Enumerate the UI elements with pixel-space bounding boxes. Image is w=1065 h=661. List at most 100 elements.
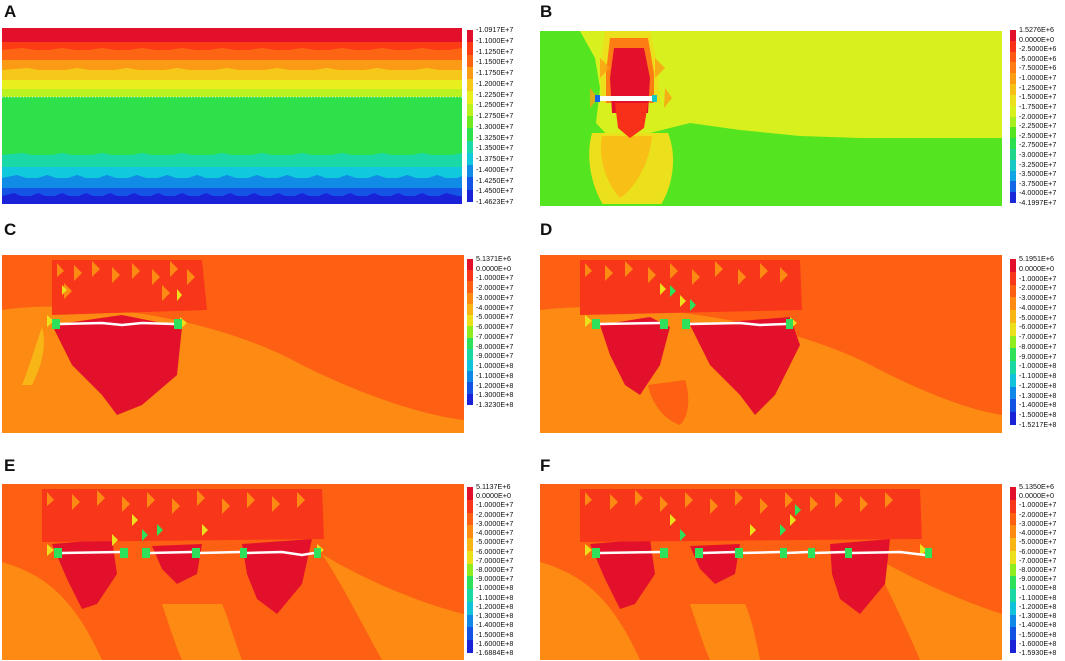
- legend-label: -1.0917E+7: [476, 25, 514, 34]
- stress-contour-map: [540, 484, 1002, 660]
- legend-label: -1.1000E+7: [476, 35, 514, 45]
- legend-label: -1.3750E+7: [476, 154, 514, 163]
- legend-label: -2.0000E+7: [1019, 509, 1057, 519]
- contour-plot: [540, 484, 1002, 660]
- legend-label: -1.4000E+8: [1019, 620, 1057, 630]
- legend-swatch: [467, 259, 473, 271]
- stress-contour-map: [2, 28, 462, 204]
- panel-f: F: [536, 440, 1065, 661]
- legend-swatch: [1010, 322, 1016, 336]
- legend-label: -4.0000E+7: [1019, 302, 1057, 312]
- legend-swatch: [1010, 138, 1016, 149]
- legend-swatch: [1010, 310, 1016, 323]
- legend-swatch: [467, 128, 473, 141]
- legend-swatch: [467, 54, 473, 67]
- legend-label: -7.5000E+6: [1019, 63, 1057, 73]
- color-legend: 5.1371E+6 0.0000E+0 -1.0000E+7 -2.0000E+7 -3…: [467, 254, 529, 409]
- legend-label: 5.1137E+6: [476, 482, 511, 491]
- legend-label: -1.0000E+7: [1019, 500, 1057, 510]
- legend-swatch: [1010, 576, 1016, 590]
- legend-label: -2.5000E+7: [1019, 130, 1057, 140]
- legend-label: -9.0000E+7: [1019, 351, 1057, 361]
- legend-label: -1.7500E+7: [1019, 101, 1057, 111]
- legend-label: -3.0000E+7: [476, 292, 514, 302]
- legend-label: -1.1000E+8: [1019, 371, 1057, 381]
- legend-swatch: [1010, 512, 1016, 526]
- legend-swatch: [467, 103, 473, 116]
- legend-label: -1.5217E+8: [1019, 420, 1057, 429]
- legend-label: -1.3000E+7: [476, 121, 514, 131]
- legend-label: -3.0000E+7: [1019, 518, 1057, 528]
- legend-label: -1.4250E+7: [476, 175, 514, 185]
- legend-label: -6.0000E+7: [476, 322, 514, 332]
- legend-swatch: [467, 115, 473, 129]
- legend-label: -1.1750E+7: [476, 68, 514, 77]
- color-legend: 5.1951E+6 0.0000E+0 -1.0000E+7 -2.0000E+7 -3…: [1010, 254, 1065, 429]
- legend-swatch: [467, 140, 473, 153]
- legend-swatch: [467, 30, 473, 43]
- legend-label: -1.5000E+8: [1019, 629, 1057, 639]
- legend-swatch: [1010, 105, 1016, 117]
- contour-plot: [540, 255, 1002, 433]
- legend-label: -8.0000E+7: [1019, 565, 1057, 574]
- legend-swatch: [467, 91, 473, 104]
- panel-e: E: [0, 440, 530, 661]
- legend-swatch: [1010, 487, 1016, 500]
- legend-swatch: [1010, 159, 1016, 171]
- legend-label: -1.0000E+8: [476, 361, 514, 371]
- legend-label: -3.0000E+7: [1019, 293, 1057, 303]
- contour-plot: [2, 255, 464, 433]
- legend-label: -1.0000E+7: [1019, 73, 1057, 83]
- legend-label: -1.3000E+8: [476, 390, 514, 400]
- legend-swatch: [1010, 40, 1016, 52]
- legend-label: -1.3250E+7: [476, 132, 514, 142]
- legend-label: -1.4500E+7: [476, 186, 514, 196]
- legend-swatch: [467, 550, 473, 564]
- legend-label: -1.2000E+8: [476, 601, 514, 611]
- legend-swatch: [467, 359, 473, 372]
- legend-label: 5.1350E+6: [1019, 482, 1054, 491]
- legend-label: -2.0000E+7: [1019, 283, 1057, 293]
- legend-swatch: [1010, 373, 1016, 387]
- legend-color-bar: [467, 30, 473, 202]
- legend-swatch: [467, 270, 473, 282]
- legend-label: -1.5000E+7: [1019, 92, 1057, 102]
- legend-label: -2.0000E+7: [476, 509, 514, 519]
- legend-swatch: [467, 348, 473, 360]
- legend-label: -4.0000E+7: [476, 302, 514, 312]
- legend-label: -1.1250E+7: [476, 46, 514, 56]
- panel-letter: A: [4, 2, 17, 21]
- legend-swatch: [1010, 148, 1016, 160]
- legend-label: -1.0000E+7: [476, 500, 514, 510]
- legend-color-bar: [467, 487, 473, 653]
- legend-label: -3.7500E+7: [1019, 178, 1057, 188]
- legend-swatch: [1010, 259, 1016, 272]
- legend-swatch: [1010, 335, 1016, 349]
- stress-contour-map: [2, 484, 464, 660]
- legend-label: -1.1500E+7: [476, 57, 514, 67]
- panel-d: D: [536, 218, 1065, 436]
- legend-swatch: [467, 79, 473, 92]
- legend-swatch: [1010, 525, 1016, 539]
- panel-letter: E: [4, 456, 16, 475]
- legend-label: -1.1000E+8: [476, 592, 514, 602]
- legend-swatch: [1010, 94, 1016, 106]
- legend-label: -1.3000E+8: [1019, 611, 1057, 621]
- legend-swatch: [1010, 499, 1016, 513]
- legend-label: -1.2000E+8: [1019, 601, 1057, 611]
- legend-swatch: [467, 315, 473, 327]
- legend-label: -6.0000E+7: [1019, 322, 1057, 332]
- legend-swatch: [1010, 84, 1016, 95]
- legend-label: 5.1951E+6: [1019, 254, 1054, 263]
- legend-swatch: [1010, 386, 1016, 400]
- legend-label: -2.0000E+7: [476, 283, 514, 293]
- legend-label: -5.0000E+6: [1019, 53, 1057, 63]
- legend-swatch: [467, 640, 473, 653]
- legend-label: 0.0000E+0: [476, 263, 511, 273]
- legend-swatch: [467, 512, 473, 526]
- legend-label: -4.1997E+7: [1019, 198, 1057, 207]
- legend-swatch: [1010, 589, 1016, 602]
- color-legend: 5.1137E+6 0.0000E+0 -1.0000E+7 -2.0000E+7 -3…: [467, 482, 529, 657]
- legend-swatch: [467, 538, 473, 551]
- panel-b: B 1.5276E+6 0.0000E+0 -2.5000E+6 -5: [536, 0, 1065, 215]
